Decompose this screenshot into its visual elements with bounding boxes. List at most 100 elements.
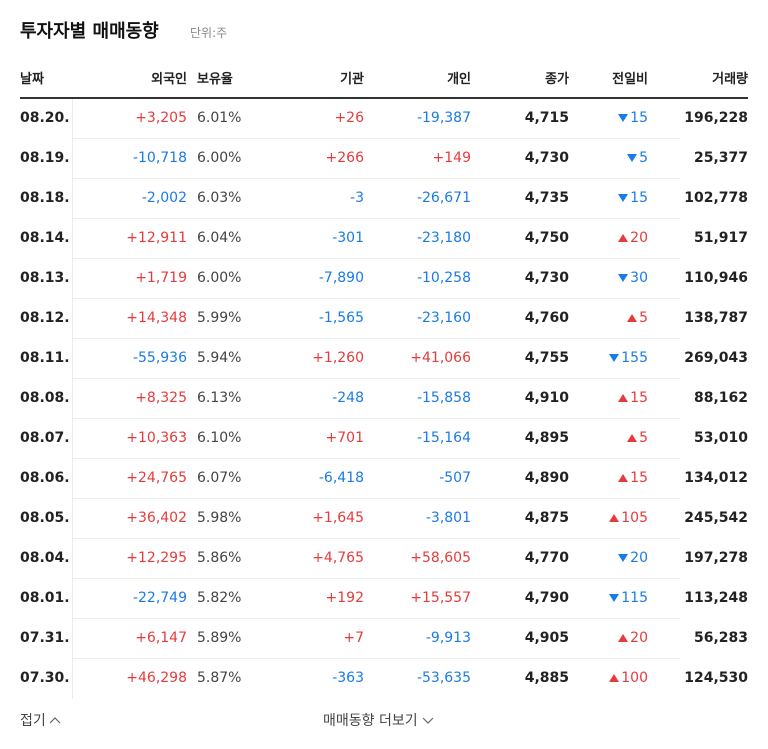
change-value: 5 xyxy=(639,150,648,166)
data-cell: -23,160 xyxy=(416,310,471,326)
row-divider xyxy=(72,138,680,139)
data-cell: 6.13% xyxy=(197,390,242,406)
collapse-button[interactable]: 접기 xyxy=(20,711,62,731)
data-cell: +1,719 xyxy=(135,270,187,286)
data-cell: 4,760 xyxy=(524,310,569,326)
data-cell: 4,755 xyxy=(524,350,569,366)
arrow-up xyxy=(627,314,638,322)
arrow-down xyxy=(618,274,629,282)
date-cell: 08.04. xyxy=(20,550,70,566)
data-cell: -15,858 xyxy=(416,390,471,406)
arrow-shape xyxy=(618,394,629,402)
data-cell: -53,635 xyxy=(416,670,471,686)
column-header: 날짜 xyxy=(20,72,44,87)
date-cell: 08.19. xyxy=(20,150,70,166)
arrow-up xyxy=(609,514,620,522)
unit-label: 단위:주 xyxy=(190,26,228,40)
data-cell: 5.86% xyxy=(197,550,242,566)
data-cell: +149 xyxy=(432,150,471,166)
arrow-down xyxy=(618,554,629,562)
data-cell: +6,147 xyxy=(135,630,187,646)
more-button[interactable]: 매매동향 더보기 xyxy=(323,711,435,731)
column-header: 외국인 xyxy=(151,72,187,87)
arrow-down xyxy=(618,114,629,122)
row-divider xyxy=(72,538,680,539)
arrow-shape xyxy=(609,674,620,682)
change-value: 20 xyxy=(630,230,648,246)
arrow-shape xyxy=(618,234,629,242)
arrow-shape xyxy=(627,434,638,442)
data-cell: 6.03% xyxy=(197,190,242,206)
arrow-down xyxy=(609,354,620,362)
change-value: 15 xyxy=(630,390,648,406)
data-cell: 4,890 xyxy=(524,470,569,486)
data-cell: 134,012 xyxy=(684,470,748,486)
data-cell: 4,875 xyxy=(524,510,569,526)
data-cell: +14,348 xyxy=(126,310,187,326)
arrow-shape xyxy=(627,314,638,322)
data-cell: -10,258 xyxy=(416,270,471,286)
data-cell: 5.87% xyxy=(197,670,242,686)
more-text: 매매동향 더보기 xyxy=(323,713,418,729)
data-cell: +12,911 xyxy=(126,230,187,246)
arrow-down xyxy=(627,154,638,162)
data-cell: +15,557 xyxy=(410,590,471,606)
arrow-up xyxy=(609,674,620,682)
change-value: 100 xyxy=(621,670,648,686)
date-cell: 08.13. xyxy=(20,270,70,286)
arrow-shape xyxy=(609,514,620,522)
row-divider xyxy=(72,378,680,379)
price-change: 115 xyxy=(609,588,648,608)
arrow-down xyxy=(609,594,620,602)
data-cell: -22,749 xyxy=(132,590,187,606)
date-cell: 08.11. xyxy=(20,350,70,366)
arrow-up xyxy=(618,474,629,482)
column-header: 종가 xyxy=(545,72,569,87)
price-change: 15 xyxy=(618,188,648,208)
row-divider xyxy=(72,658,680,659)
data-cell: +46,298 xyxy=(126,670,187,686)
column-header: 전일비 xyxy=(612,72,648,87)
row-divider xyxy=(72,298,680,299)
chevron-down xyxy=(422,717,434,724)
date-cell: 08.20. xyxy=(20,110,70,126)
data-cell: -363 xyxy=(332,670,364,686)
column-header: 기관 xyxy=(340,72,364,87)
column-header: 보유율 xyxy=(197,72,233,87)
data-cell: 6.04% xyxy=(197,230,242,246)
change-value: 15 xyxy=(630,470,648,486)
header-rule xyxy=(20,97,748,99)
date-cell: 08.12. xyxy=(20,310,70,326)
price-change: 20 xyxy=(618,548,648,568)
change-value: 20 xyxy=(630,550,648,566)
data-cell: 196,228 xyxy=(684,110,748,126)
change-value: 30 xyxy=(630,270,648,286)
price-change: 15 xyxy=(618,388,648,408)
collapse-text: 접기 xyxy=(20,713,46,729)
arrow-shape xyxy=(609,354,620,362)
date-cell: 07.30. xyxy=(20,670,70,686)
data-cell: +4,765 xyxy=(312,550,364,566)
row-divider xyxy=(72,458,680,459)
data-cell: 56,283 xyxy=(693,630,748,646)
data-cell: 5.89% xyxy=(197,630,242,646)
data-cell: +3,205 xyxy=(135,110,187,126)
change-value: 155 xyxy=(621,350,648,366)
data-cell: -26,671 xyxy=(416,190,471,206)
data-cell: 88,162 xyxy=(693,390,748,406)
data-cell: 53,010 xyxy=(693,430,748,446)
change-value: 5 xyxy=(639,430,648,446)
data-cell: 245,542 xyxy=(684,510,748,526)
data-cell: 4,770 xyxy=(524,550,569,566)
data-cell: 5.94% xyxy=(197,350,242,366)
data-cell: -3 xyxy=(350,190,364,206)
price-change: 5 xyxy=(627,308,648,328)
data-cell: -1,565 xyxy=(318,310,364,326)
data-cell: 102,778 xyxy=(684,190,748,206)
price-change: 30 xyxy=(618,268,648,288)
data-cell: 4,905 xyxy=(524,630,569,646)
data-cell: -15,164 xyxy=(416,430,471,446)
data-cell: +24,765 xyxy=(126,470,187,486)
data-cell: -248 xyxy=(332,390,364,406)
